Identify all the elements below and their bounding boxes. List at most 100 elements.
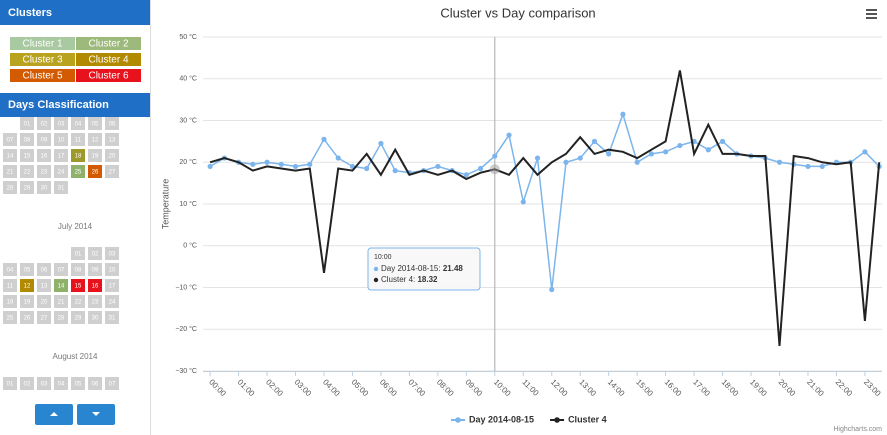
day-cell[interactable] — [3, 149, 17, 162]
day-cell[interactable] — [88, 247, 102, 260]
day-cell[interactable] — [20, 263, 34, 276]
day-cell[interactable] — [20, 377, 34, 390]
down-arrow-icon — [92, 412, 100, 416]
day-cell[interactable] — [54, 149, 68, 162]
day-cell[interactable] — [71, 377, 85, 390]
day-cell[interactable] — [54, 117, 68, 130]
day-cell[interactable] — [54, 311, 68, 324]
data-point — [463, 172, 469, 178]
day-cell[interactable] — [54, 377, 68, 390]
day-cell[interactable] — [54, 295, 68, 308]
x-tick-label: 15:00 — [634, 378, 655, 399]
day-cell[interactable] — [88, 377, 102, 390]
day-cell[interactable] — [71, 165, 85, 178]
day-cell[interactable] — [20, 279, 34, 292]
day-cell[interactable] — [54, 181, 68, 194]
day-cell[interactable] — [37, 377, 51, 390]
day-cell[interactable] — [88, 311, 102, 324]
day-cell[interactable] — [37, 311, 51, 324]
menu-button[interactable] — [866, 9, 877, 19]
day-cell[interactable] — [88, 149, 102, 162]
day-cell[interactable] — [105, 149, 119, 162]
day-cell[interactable] — [54, 133, 68, 146]
day-label: 07 — [109, 382, 116, 388]
data-point — [648, 151, 654, 157]
day-cell[interactable] — [88, 263, 102, 276]
day-cell[interactable] — [88, 117, 102, 130]
day-cell[interactable] — [37, 295, 51, 308]
day-label: 18 — [75, 154, 82, 160]
y-tick-label: −30 °C — [175, 367, 197, 375]
day-cell[interactable] — [105, 279, 119, 292]
x-tick-label: 06:00 — [378, 378, 399, 399]
day-cell[interactable] — [71, 295, 85, 308]
cluster-button[interactable] — [10, 69, 75, 82]
day-cell[interactable] — [71, 247, 85, 260]
legend-item[interactable]: Day 2014-08-15 — [451, 414, 534, 424]
day-cell[interactable] — [105, 263, 119, 276]
tooltip-value: 21.48 — [443, 264, 464, 273]
day-cell[interactable] — [37, 279, 51, 292]
day-cell[interactable] — [37, 165, 51, 178]
day-cell[interactable] — [37, 181, 51, 194]
day-cell[interactable] — [20, 117, 34, 130]
day-cell[interactable] — [54, 165, 68, 178]
day-cell[interactable] — [20, 133, 34, 146]
data-point — [577, 155, 583, 161]
day-cell[interactable] — [3, 165, 17, 178]
day-cell[interactable] — [88, 165, 102, 178]
day-cell[interactable] — [54, 263, 68, 276]
day-cell[interactable] — [71, 133, 85, 146]
day-cell[interactable] — [3, 279, 17, 292]
day-cell[interactable] — [105, 133, 119, 146]
day-label: 10 — [58, 138, 65, 144]
day-cell[interactable] — [54, 279, 68, 292]
day-cell[interactable] — [71, 263, 85, 276]
day-cell[interactable] — [20, 311, 34, 324]
data-point — [392, 168, 398, 174]
day-cell[interactable] — [3, 311, 17, 324]
day-cell[interactable] — [3, 133, 17, 146]
legend-label: Day 2014-08-15 — [469, 414, 534, 424]
up-arrow-icon — [50, 412, 58, 416]
day-cell[interactable] — [20, 295, 34, 308]
cluster-button[interactable] — [76, 69, 141, 82]
data-point — [520, 199, 526, 205]
cluster-button[interactable] — [10, 53, 75, 66]
day-cell[interactable] — [20, 149, 34, 162]
day-cell[interactable] — [105, 117, 119, 130]
day-cell[interactable] — [88, 295, 102, 308]
day-cell[interactable] — [3, 181, 17, 194]
cluster-button[interactable] — [10, 37, 75, 50]
x-tick-label: 00:00 — [207, 378, 228, 399]
day-cell[interactable] — [71, 279, 85, 292]
day-cell[interactable] — [37, 149, 51, 162]
day-cell[interactable] — [105, 247, 119, 260]
day-cell[interactable] — [71, 311, 85, 324]
x-tick-label: 13:00 — [577, 378, 598, 399]
day-cell[interactable] — [20, 165, 34, 178]
day-cell[interactable] — [20, 181, 34, 194]
cluster-button[interactable] — [76, 37, 141, 50]
day-cell[interactable] — [105, 295, 119, 308]
day-cell[interactable] — [71, 149, 85, 162]
day-cell[interactable] — [3, 377, 17, 390]
day-cell[interactable] — [105, 311, 119, 324]
day-label: 16 — [41, 154, 48, 160]
day-cell[interactable] — [3, 263, 17, 276]
cluster-label: Cluster 2 — [88, 39, 128, 50]
legend-item[interactable]: Cluster 4 — [550, 414, 607, 424]
day-label: 17 — [109, 284, 116, 290]
day-cell[interactable] — [37, 133, 51, 146]
menu-bar — [866, 13, 877, 15]
cluster-button[interactable] — [76, 53, 141, 66]
day-cell[interactable] — [71, 117, 85, 130]
day-cell[interactable] — [105, 377, 119, 390]
day-cell[interactable] — [88, 279, 102, 292]
day-cell[interactable] — [37, 117, 51, 130]
day-cell[interactable] — [105, 165, 119, 178]
day-cell[interactable] — [3, 295, 17, 308]
day-label: 24 — [58, 170, 65, 176]
day-cell[interactable] — [37, 263, 51, 276]
day-cell[interactable] — [88, 133, 102, 146]
